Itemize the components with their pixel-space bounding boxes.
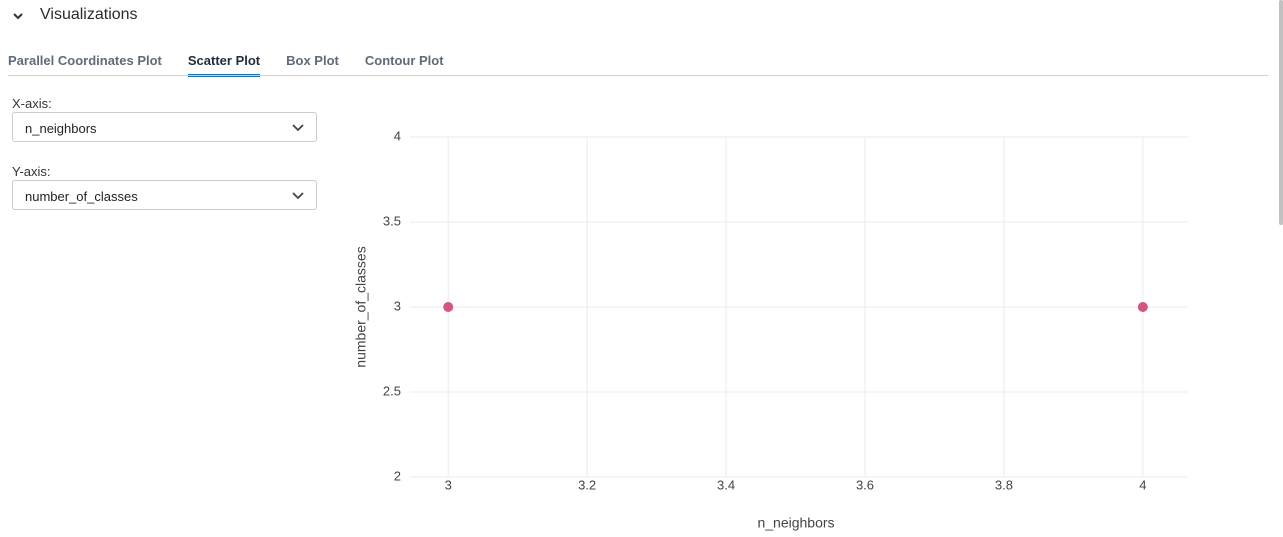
y-tick-label: 3 (394, 298, 401, 313)
tab[interactable]: Box Plot (286, 53, 339, 68)
x-tick-label: 4 (1139, 477, 1146, 492)
data-point (1137, 302, 1148, 312)
dropdown[interactable]: n_neighbors (12, 112, 317, 142)
x-tick-label: 3.6 (856, 477, 874, 492)
x-tick-label: 3.4 (717, 477, 735, 492)
dropdown[interactable]: number_of_classes (12, 180, 317, 210)
tab[interactable]: Contour Plot (364, 53, 444, 68)
y-tick-label: 4 (394, 128, 401, 143)
control-label: X-axis: (12, 96, 52, 111)
x-tick-label: 3.8 (995, 477, 1013, 492)
tab[interactable]: Parallel Coordinates Plot (8, 53, 162, 68)
collapse-icon[interactable] (12, 10, 24, 22)
x-tick-label: 3.2 (578, 477, 596, 492)
dropdown-value: number_of_classes (25, 189, 138, 204)
y-tick-label: 2 (394, 468, 401, 483)
scrollbar[interactable] (1279, 0, 1283, 225)
tab-divider (8, 75, 1268, 76)
control-label: Y-axis: (12, 164, 51, 179)
data-point (443, 302, 454, 312)
dropdown-value: n_neighbors (25, 121, 97, 136)
section-title[interactable]: Visualizations (40, 6, 138, 23)
x-tick-label: 3 (445, 477, 452, 492)
y-tick-label: 2.5 (383, 383, 401, 398)
x-axis-title: n_neighbors (757, 515, 834, 531)
y-tick-label: 3.5 (383, 213, 401, 228)
y-axis-title: number_of_classes (353, 246, 369, 367)
